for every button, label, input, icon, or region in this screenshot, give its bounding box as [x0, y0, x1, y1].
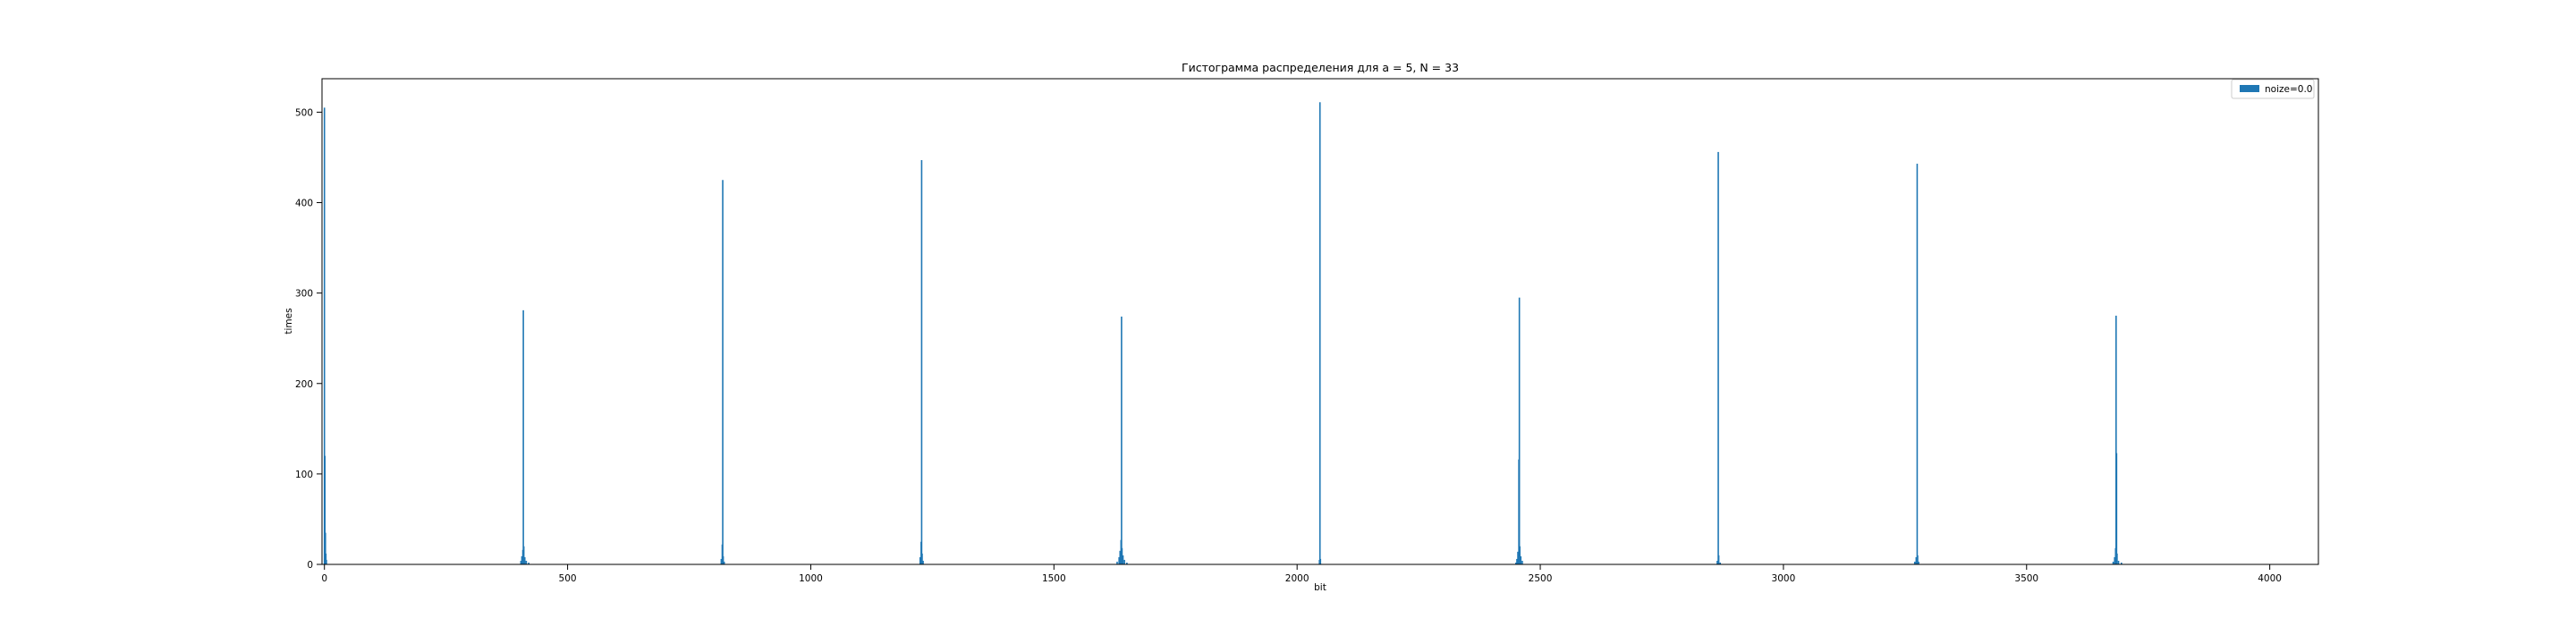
y-tick-label: 500: [295, 107, 313, 118]
histogram-bar: [1515, 562, 1517, 564]
bars-group: [323, 102, 2123, 565]
histogram-bar: [922, 560, 924, 564]
histogram-bar: [1318, 102, 1321, 565]
y-tick-label: 0: [307, 560, 313, 571]
legend: noize=0.0: [2231, 79, 2315, 99]
y-tick-label: 400: [295, 199, 313, 209]
x-axis-ticks: 0 500 1000 1500 2000 2500 3000 3500 4000: [321, 564, 2282, 584]
y-tick-label: 300: [295, 289, 313, 300]
histogram-bar: [522, 546, 525, 564]
histogram-bar: [1719, 562, 1722, 564]
histogram-bar: [1519, 546, 1521, 564]
histogram-bar: [1716, 560, 1718, 564]
histogram-bar: [1917, 555, 1919, 564]
histogram-bar: [1915, 556, 1918, 564]
histogram-bar: [523, 556, 526, 564]
x-tick-label: 2000: [1285, 573, 1309, 584]
x-tick-label: 2500: [1529, 573, 1553, 584]
histogram-bar: [1122, 555, 1124, 564]
x-tick-label: 1500: [1042, 573, 1066, 584]
histogram-bar: [2120, 562, 2123, 564]
histogram-bar: [1121, 547, 1123, 564]
histogram-bar: [323, 107, 326, 565]
y-axis-ticks: 0 100 200 300 400 500: [295, 107, 322, 571]
histogram-bar: [1123, 559, 1125, 564]
legend-box: [2231, 79, 2315, 99]
legend-label: noize=0.0: [2265, 84, 2312, 95]
x-tick-label: 0: [321, 573, 327, 584]
histogram-bar: [324, 455, 326, 564]
histogram-bar: [2115, 453, 2118, 564]
histogram-bar: [1116, 561, 1118, 564]
histogram-bar: [1517, 551, 1519, 564]
histogram-bar: [1126, 562, 1128, 564]
histogram-bar: [1520, 555, 1522, 564]
histogram-bar: [326, 559, 327, 564]
histogram-bar: [1121, 316, 1123, 564]
x-tick-label: 4000: [2258, 573, 2282, 584]
histogram-bar: [1119, 550, 1122, 564]
x-axis-label: bit: [1314, 582, 1326, 593]
histogram-bar: [722, 555, 724, 564]
histogram-bar: [1717, 555, 1720, 564]
histogram-bar: [1521, 560, 1523, 564]
x-tick-label: 500: [559, 573, 577, 584]
histogram-bar: [522, 309, 524, 564]
histogram-bar: [528, 562, 530, 564]
chart-title: Гистограмма распределения для a = 5, N =…: [1182, 61, 1459, 74]
histogram-bar: [1319, 558, 1322, 564]
histogram-bar: [920, 160, 923, 564]
histogram-bar: [520, 560, 522, 564]
y-tick-label: 100: [295, 470, 313, 480]
x-tick-label: 3500: [2014, 573, 2038, 584]
histogram-bar: [325, 553, 327, 564]
histogram-bar: [521, 555, 523, 564]
legend-swatch: [2240, 85, 2259, 92]
y-tick-label: 200: [295, 379, 313, 390]
histogram-bar: [325, 532, 326, 564]
histogram-bar: [1918, 561, 1919, 564]
histogram-bar: [919, 556, 921, 564]
histogram-bar: [2117, 560, 2120, 564]
plot-frame: [321, 78, 2319, 565]
histogram-bar: [525, 560, 528, 564]
histogram-bar: [723, 561, 725, 564]
histogram-bar: [2112, 561, 2114, 564]
histogram-bar: [1913, 561, 1916, 564]
x-tick-label: 1000: [799, 573, 823, 584]
histogram-bar: [1916, 164, 1919, 565]
histogram-bar: [1516, 558, 1518, 564]
histogram-bar: [720, 558, 723, 564]
histogram-bar: [2116, 553, 2118, 564]
histogram-bar: [722, 180, 724, 564]
histogram-bar: [921, 553, 923, 564]
histogram-bar: [2114, 556, 2115, 564]
histogram-bar: [2115, 315, 2117, 564]
x-tick-label: 3000: [1772, 573, 1796, 584]
y-axis-label: times: [284, 308, 294, 334]
histogram-bar: [1118, 556, 1120, 564]
histogram-bar: [1518, 297, 1521, 564]
histogram-bar: [1717, 151, 1719, 564]
